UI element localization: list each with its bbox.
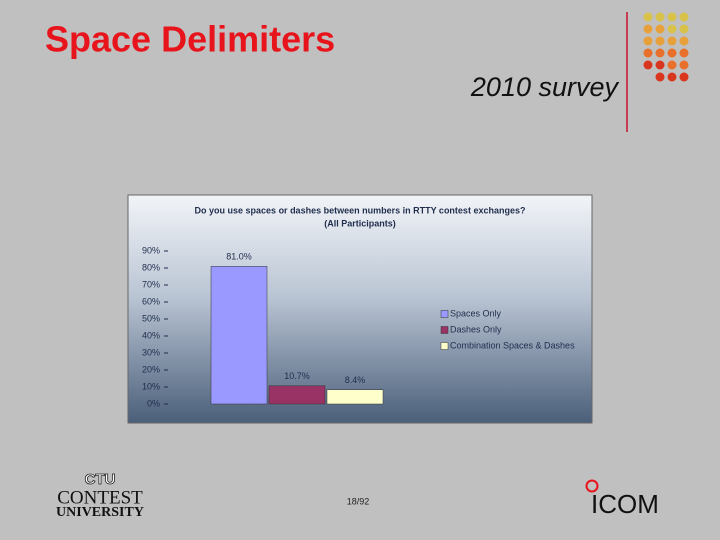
dot xyxy=(643,60,653,70)
y-tick-label: 20% xyxy=(142,364,160,374)
dot xyxy=(679,48,689,58)
dot xyxy=(655,60,665,70)
bar xyxy=(268,385,326,405)
logo-ctu: CTU xyxy=(85,471,116,488)
value-label: 10.7% xyxy=(284,371,310,381)
dot xyxy=(667,24,677,34)
legend-label: Combination Spaces & Dashes xyxy=(450,340,575,350)
dot xyxy=(655,36,665,46)
value-label: 8.4% xyxy=(345,375,366,385)
dot xyxy=(679,36,689,46)
chart-subtitle: (All Participants) xyxy=(324,218,396,228)
logo-icom-mark xyxy=(585,479,599,493)
dot xyxy=(643,36,653,46)
y-tick-label: 40% xyxy=(142,330,160,340)
dot xyxy=(655,12,665,22)
dot xyxy=(643,48,653,58)
dot xyxy=(667,48,677,58)
dot xyxy=(655,48,665,58)
y-tick-label: 0% xyxy=(147,398,160,408)
dot xyxy=(667,36,677,46)
dot xyxy=(655,24,665,34)
legend-swatch xyxy=(440,342,449,350)
dot xyxy=(667,72,677,82)
legend-swatch xyxy=(440,310,449,318)
y-tick-label: 30% xyxy=(142,347,160,357)
y-tick-label: 10% xyxy=(142,381,160,391)
chart-title: Do you use spaces or dashes between numb… xyxy=(195,205,526,215)
logo-contest: CONTEST xyxy=(57,487,143,508)
slide-subtitle: 2010 survey xyxy=(470,72,620,102)
dot xyxy=(667,60,677,70)
logo-icom: ICOM xyxy=(591,489,659,519)
chart-frame xyxy=(127,194,593,424)
chart: 0% 10% 20% 30% 40% 50% 60% 70% 80% 90% 81.0% 10.7% 8… xyxy=(142,245,575,408)
page-number: 18/92 xyxy=(347,496,370,506)
y-tick-label: 80% xyxy=(142,262,160,272)
bar xyxy=(210,266,268,405)
value-label: 81.0% xyxy=(226,252,252,262)
slide-title: Space Delimiters xyxy=(45,19,335,60)
y-tick-label: 50% xyxy=(142,313,160,323)
dot xyxy=(655,72,665,82)
dot xyxy=(643,12,653,22)
legend-label: Spaces Only xyxy=(450,308,502,318)
bar xyxy=(326,389,384,405)
dot xyxy=(667,12,677,22)
decor-dots xyxy=(643,12,689,82)
logo-university: UNIVERSITY xyxy=(56,505,144,520)
y-tick-label: 90% xyxy=(142,245,160,255)
dot xyxy=(679,12,689,22)
dot xyxy=(643,24,653,34)
dot xyxy=(679,72,689,82)
dot xyxy=(679,24,689,34)
y-tick-label: 60% xyxy=(142,296,160,306)
y-tick-label: 70% xyxy=(142,279,160,289)
legend-swatch xyxy=(440,326,449,334)
dot xyxy=(679,60,689,70)
legend-label: Dashes Only xyxy=(450,324,502,334)
